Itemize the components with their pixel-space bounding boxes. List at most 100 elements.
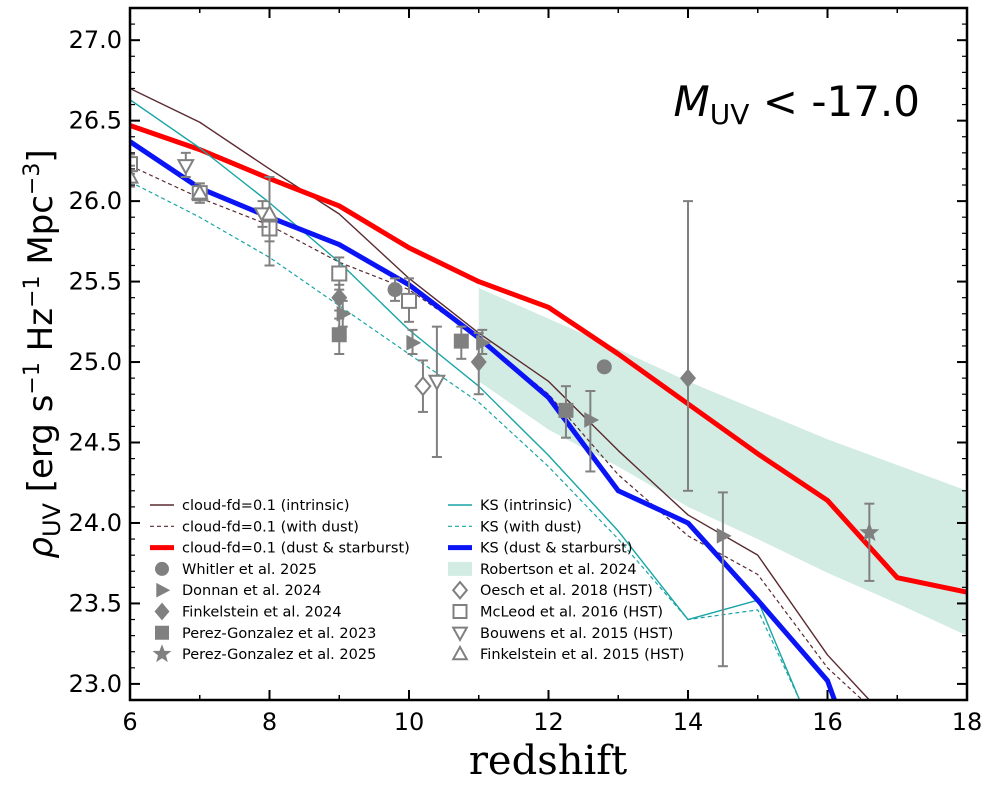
x-tick-label: 12 [533, 708, 564, 736]
legend-item-cloud-fd-0-1-intrinsic: cloud-fd=0.1 (intrinsic) [150, 498, 350, 514]
legend-label: Bouwens et al. 2015 (HST) [480, 626, 673, 642]
legend-label: Oesch et al. 2018 (HST) [480, 583, 653, 599]
legend-label: cloud-fd=0.1 (intrinsic) [182, 498, 350, 514]
diamond-marker [470, 352, 487, 372]
square-marker [331, 327, 347, 343]
legend-item-cloud-fd-0-1-with-dust: cloud-fd=0.1 (with dust) [150, 519, 359, 535]
data-point-finkelstein-et-al-2024 [331, 283, 348, 312]
data-point-mcleod-et-al-2016-hst [331, 256, 348, 291]
legend-label: KS (intrinsic) [480, 498, 572, 514]
x-axis-title: redshift [469, 738, 627, 784]
legend-item-ks-intrinsic: KS (intrinsic) [448, 498, 572, 514]
star-marker [859, 522, 880, 542]
triangle-right-marker [584, 412, 600, 428]
y-tick-label: 25.0 [69, 348, 122, 376]
y-title-hz: Hz [21, 308, 61, 362]
data-point-perez-gonzalez-et-al-2023 [331, 317, 347, 355]
legend-triangle-down-marker [451, 626, 469, 643]
circle-marker [387, 282, 403, 298]
legend-item-oesch-et-al-2018-hst: Oesch et al. 2018 (HST) [451, 580, 653, 600]
legend-label: Robertson et al. 2024 [480, 562, 637, 578]
legend-label: McLeod et al. 2016 (HST) [480, 605, 663, 621]
legend-item-whitler-et-al-2025: Whitler et al. 2025 [155, 561, 317, 578]
data-point-donnan-et-al-2024 [716, 491, 732, 668]
y-tick-label: 24.5 [69, 429, 122, 457]
y-tick-label: 26.5 [69, 107, 122, 135]
legend-diamond-marker [451, 580, 469, 600]
square-marker [558, 402, 574, 418]
y-title-rho: ρ [21, 537, 61, 559]
legend-square-marker [452, 604, 468, 619]
triangle-right-marker [716, 528, 732, 544]
data-point-bouwens-et-al-2015-hst [427, 325, 446, 458]
legend-label: cloud-fd=0.1 (dust & starburst) [182, 541, 410, 557]
data-point-perez-gonzalez-et-al-2025 [859, 502, 880, 582]
y-title-exp1: −1 [20, 362, 45, 394]
y-tick-label: 27.0 [69, 26, 122, 54]
square-marker [331, 265, 348, 282]
legend-label: Finkelstein et al. 2015 (HST) [480, 647, 684, 663]
legend-item-donnan-et-al-2024: Donnan et al. 2024 [156, 582, 321, 599]
robertson-2024-band [478, 288, 967, 636]
legend-square-marker [155, 625, 169, 640]
x-tick-label: 10 [394, 708, 425, 736]
y-title-exp2: −1 [20, 275, 45, 307]
x-tick-label: 18 [952, 708, 983, 736]
mag-limit-annotation: MUV < -17.0 [674, 77, 920, 131]
band-layer [478, 288, 967, 636]
y-tick-label: 23.0 [69, 670, 122, 698]
data-point-oesch-et-al-2018-hst [414, 359, 432, 413]
triangle-down-marker [176, 159, 195, 176]
y-title-unit-open: [erg s [21, 395, 61, 503]
y-title-exp3: −3 [20, 163, 45, 195]
annotation-rest: < -17.0 [749, 77, 920, 126]
data-point-finkelstein-et-al-2024 [679, 200, 697, 492]
legend-item-finkelstein-et-al-2024: Finkelstein et al. 2024 [154, 602, 342, 621]
y-tick-label: 25.5 [69, 268, 122, 296]
data-point-mcleod-et-al-2016-hst [401, 277, 417, 323]
legend-triangle-right-marker [156, 582, 171, 598]
triangle-right-marker [476, 334, 492, 351]
series-line-ks-with-dust [130, 181, 801, 700]
observations-layer [130, 151, 880, 668]
legend-label: Perez-Gonzalez et al. 2023 [182, 626, 376, 642]
data-point-bouwens-et-al-2015-hst [176, 151, 195, 178]
data-point-finkelstein-et-al-2015-hst [190, 182, 209, 204]
data-point-finkelstein-et-al-2015-hst [260, 175, 279, 267]
legend-triangle-up-marker [451, 644, 469, 661]
data-point-finkelstein-et-al-2024 [470, 332, 487, 396]
triangle-up-marker [190, 183, 209, 200]
legend-star-marker [152, 644, 172, 663]
legend-item-cloud-fd-0-1-dust-starburst: cloud-fd=0.1 (dust & starburst) [150, 541, 410, 557]
data-point-perez-gonzalez-et-al-2023 [453, 325, 469, 360]
y-tick-label: 26.0 [69, 187, 122, 215]
legend-item-mcleod-et-al-2016-hst: McLeod et al. 2016 (HST) [452, 604, 663, 621]
triangle-right-marker [406, 334, 422, 351]
legend-item-bouwens-et-al-2015-hst: Bouwens et al. 2015 (HST) [451, 626, 673, 643]
legend-item-robertson-et-al-2024: Robertson et al. 2024 [448, 561, 637, 578]
y-axis-title: ρUV [erg s−1 Hz−1 Mpc−3] [20, 149, 66, 558]
diamond-marker [414, 375, 432, 397]
annotation-sub: UV [710, 98, 750, 131]
data-point-donnan-et-al-2024 [406, 328, 422, 355]
square-marker [453, 333, 469, 349]
legend-label: KS (dust & starburst) [480, 541, 632, 557]
y-title-mpc: Mpc [21, 195, 61, 275]
legend-item-ks-dust-starburst: KS (dust & starburst) [448, 541, 632, 557]
legend-label: Whitler et al. 2025 [182, 562, 317, 578]
data-point-whitler-et-al-2025 [596, 359, 612, 375]
data-point-perez-gonzalez-et-al-2023 [558, 385, 574, 439]
annotation-m: M [674, 77, 710, 126]
diamond-marker [331, 288, 348, 308]
legend-swatch-band [448, 561, 472, 576]
triangle-up-marker [260, 204, 279, 221]
y-tick-label: 24.0 [69, 509, 122, 537]
legend-label: Finkelstein et al. 2024 [182, 605, 342, 621]
legend-item-ks-with-dust: KS (with dust) [448, 519, 582, 535]
legend-label: KS (with dust) [480, 519, 582, 535]
y-title-close: ] [21, 149, 61, 162]
legend-item-finkelstein-et-al-2015-hst: Finkelstein et al. 2015 (HST) [451, 644, 684, 663]
legend-diamond-marker [154, 602, 170, 621]
y-tick-label: 23.5 [69, 589, 122, 617]
